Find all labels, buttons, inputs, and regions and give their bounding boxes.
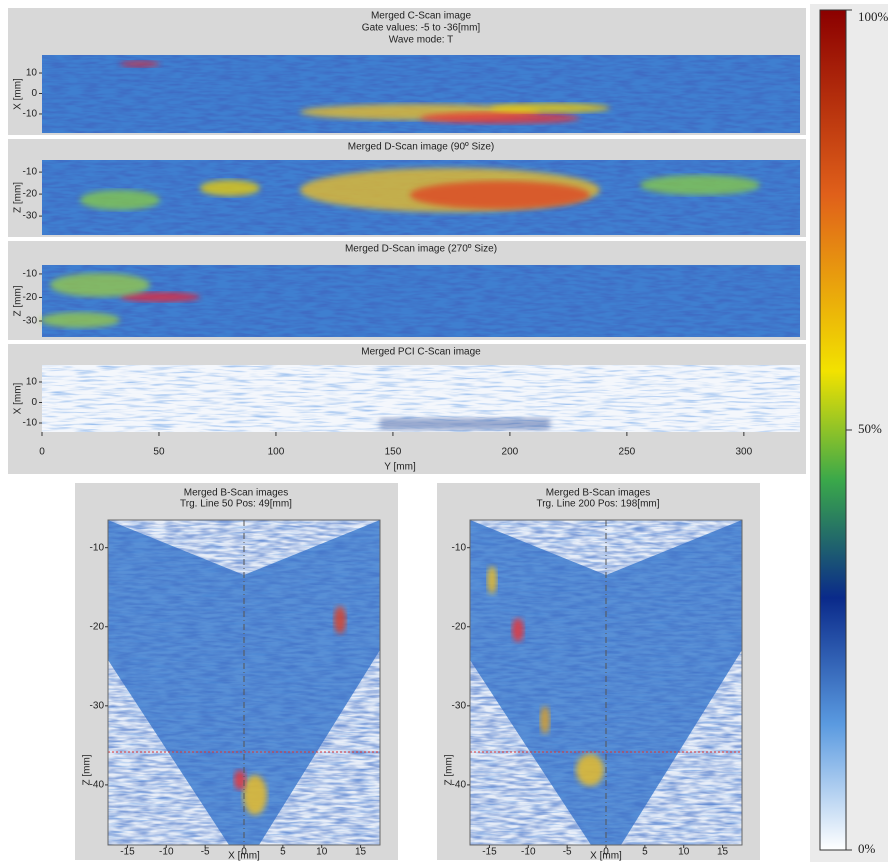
y-axis-label: Z [mm] — [444, 754, 455, 785]
hotspot — [540, 706, 550, 734]
x-tick-label: -5 — [563, 847, 572, 858]
y-axis-label: Z [mm] — [82, 754, 93, 785]
hotspot — [410, 181, 590, 209]
panel-title: Merged B-Scan images — [184, 488, 289, 499]
hotspot — [120, 61, 160, 67]
colorbar-label: 50% — [858, 421, 882, 436]
y-tick-label: -10 — [23, 269, 38, 280]
hotspot — [420, 112, 580, 124]
y-tick-label: -20 — [23, 292, 38, 303]
colorbar-label: 0% — [858, 841, 876, 856]
hotspot — [512, 618, 524, 642]
x-tick-label: 15 — [717, 847, 729, 858]
panel-title: Trg. Line 50 Pos: 49[mm] — [180, 499, 292, 510]
hotspot — [640, 175, 760, 195]
x-tick-label: -10 — [159, 847, 174, 858]
colorbar-label: 100% — [858, 9, 888, 24]
x-axis-label: X [mm] — [590, 851, 622, 862]
hotspot — [243, 775, 267, 815]
y-axis-label: Z [mm] — [13, 182, 24, 213]
panel-title: Merged C-Scan image — [371, 11, 471, 22]
y-tick-label: 0 — [31, 397, 37, 408]
panel-title: Merged D-Scan image (90º Size) — [348, 142, 495, 153]
scan-texture — [42, 55, 800, 133]
x-tick-label: -5 — [201, 847, 210, 858]
y-tick-label: 0 — [31, 88, 37, 99]
screen: Merged C-Scan imageGate values: -5 to -3… — [0, 0, 888, 863]
panel-title: Trg. Line 200 Pos: 198[mm] — [536, 499, 659, 510]
x-tick-label: 300 — [736, 447, 753, 458]
y-tick-label: -30 — [452, 700, 467, 711]
hotspot — [380, 418, 550, 430]
x-tick-label: -15 — [120, 847, 135, 858]
panel-title: Merged B-Scan images — [546, 488, 651, 499]
y-tick-label: -30 — [23, 316, 38, 327]
y-tick-label: -20 — [23, 189, 38, 200]
panel-title: Gate values: -5 to -36[mm] — [362, 23, 481, 34]
y-tick-label: -10 — [23, 167, 38, 178]
y-tick-label: -10 — [452, 542, 467, 553]
x-tick-label: 250 — [619, 447, 636, 458]
x-tick-label: 150 — [385, 447, 402, 458]
y-tick-label: -20 — [90, 621, 105, 632]
x-axis-label: X [mm] — [228, 851, 260, 862]
x-tick-label: -15 — [482, 847, 497, 858]
hotspot — [50, 273, 150, 297]
y-tick-label: -30 — [23, 211, 38, 222]
hotspot — [490, 103, 610, 113]
x-tick-label: 10 — [316, 847, 328, 858]
x-tick-label: -10 — [521, 847, 536, 858]
y-tick-label: -10 — [90, 542, 105, 553]
x-tick-label: 5 — [280, 847, 286, 858]
x-tick-label: 10 — [678, 847, 690, 858]
hotspot — [487, 566, 497, 594]
y-axis-label: X [mm] — [13, 382, 24, 414]
x-tick-label: 15 — [355, 847, 367, 858]
x-axis-label: Y [mm] — [384, 462, 416, 473]
x-tick-label: 5 — [642, 847, 648, 858]
y-tick-label: -10 — [23, 418, 38, 429]
hotspot — [80, 190, 160, 210]
hotspot — [40, 312, 120, 328]
y-tick-label: -10 — [23, 109, 38, 120]
y-tick-label: -30 — [90, 700, 105, 711]
y-axis-label: X [mm] — [13, 78, 24, 110]
x-tick-label: 0 — [39, 447, 45, 458]
y-tick-label: -20 — [452, 621, 467, 632]
y-tick-label: 10 — [26, 68, 38, 79]
y-axis-label: Z [mm] — [13, 285, 24, 316]
panel-title: Merged D-Scan image (270º Size) — [345, 244, 497, 255]
hotspot — [334, 606, 346, 634]
y-tick-label: 10 — [26, 377, 38, 388]
x-tick-label: 50 — [153, 447, 165, 458]
panel-title: Merged PCI C-Scan image — [361, 347, 481, 358]
colorbar — [820, 10, 846, 850]
panel-title: Wave mode: T — [389, 35, 453, 46]
hotspot — [200, 180, 260, 196]
x-tick-label: 200 — [502, 447, 519, 458]
hotspot — [576, 754, 604, 786]
x-tick-label: 100 — [268, 447, 285, 458]
